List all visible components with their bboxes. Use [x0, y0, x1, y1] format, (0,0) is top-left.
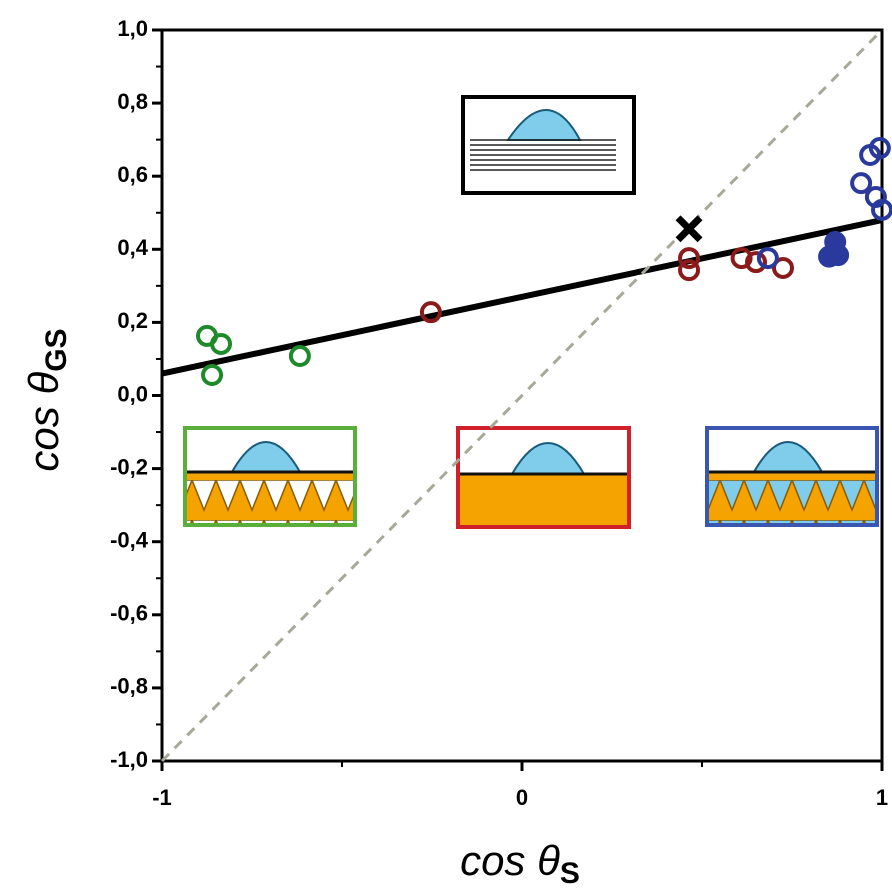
inset-blue [705, 426, 879, 527]
point [419, 301, 442, 324]
point [730, 247, 753, 270]
point [868, 137, 891, 160]
y-tick-label: 0,6 [117, 162, 148, 187]
y-tick-label: 1,0 [117, 16, 148, 41]
cross-point [675, 215, 703, 243]
y-tick-label: -1,0 [110, 747, 148, 772]
point [818, 245, 841, 268]
y-label-sub: GS [40, 328, 73, 371]
x-tick-label: -1 [152, 785, 172, 810]
y-tick-label: -0,6 [110, 601, 148, 626]
point [678, 259, 701, 282]
inset-green [183, 426, 357, 527]
y-tick-label: 0,4 [117, 235, 148, 260]
y-label-text: cos θ [20, 372, 67, 472]
point [210, 332, 233, 355]
x-tick-label: 0 [516, 785, 528, 810]
point [201, 364, 224, 387]
x-axis-label: cos θS [460, 837, 580, 890]
point [288, 345, 311, 368]
y-tick-label: 0,2 [117, 308, 148, 333]
point [850, 172, 873, 195]
y-tick-label: -0,2 [110, 454, 148, 479]
x-tick-label: 1 [876, 785, 888, 810]
x-label-text: cos θ [460, 837, 560, 884]
fit-line [161, 217, 883, 377]
point [678, 247, 701, 270]
y-tick-label: -0,4 [110, 528, 149, 553]
inset-top [461, 95, 636, 195]
y-tick-label: 0,8 [117, 89, 148, 114]
y-axis-label: cos θGS [20, 328, 73, 471]
point [745, 251, 767, 274]
diagonal-line [160, 28, 884, 763]
y-tick-label: -0,8 [110, 674, 148, 699]
point [871, 198, 892, 221]
point [772, 256, 794, 279]
inset-red [456, 426, 631, 529]
y-tick-label: 0,0 [117, 381, 148, 406]
point [756, 247, 779, 270]
x-label-sub: S [560, 857, 580, 890]
